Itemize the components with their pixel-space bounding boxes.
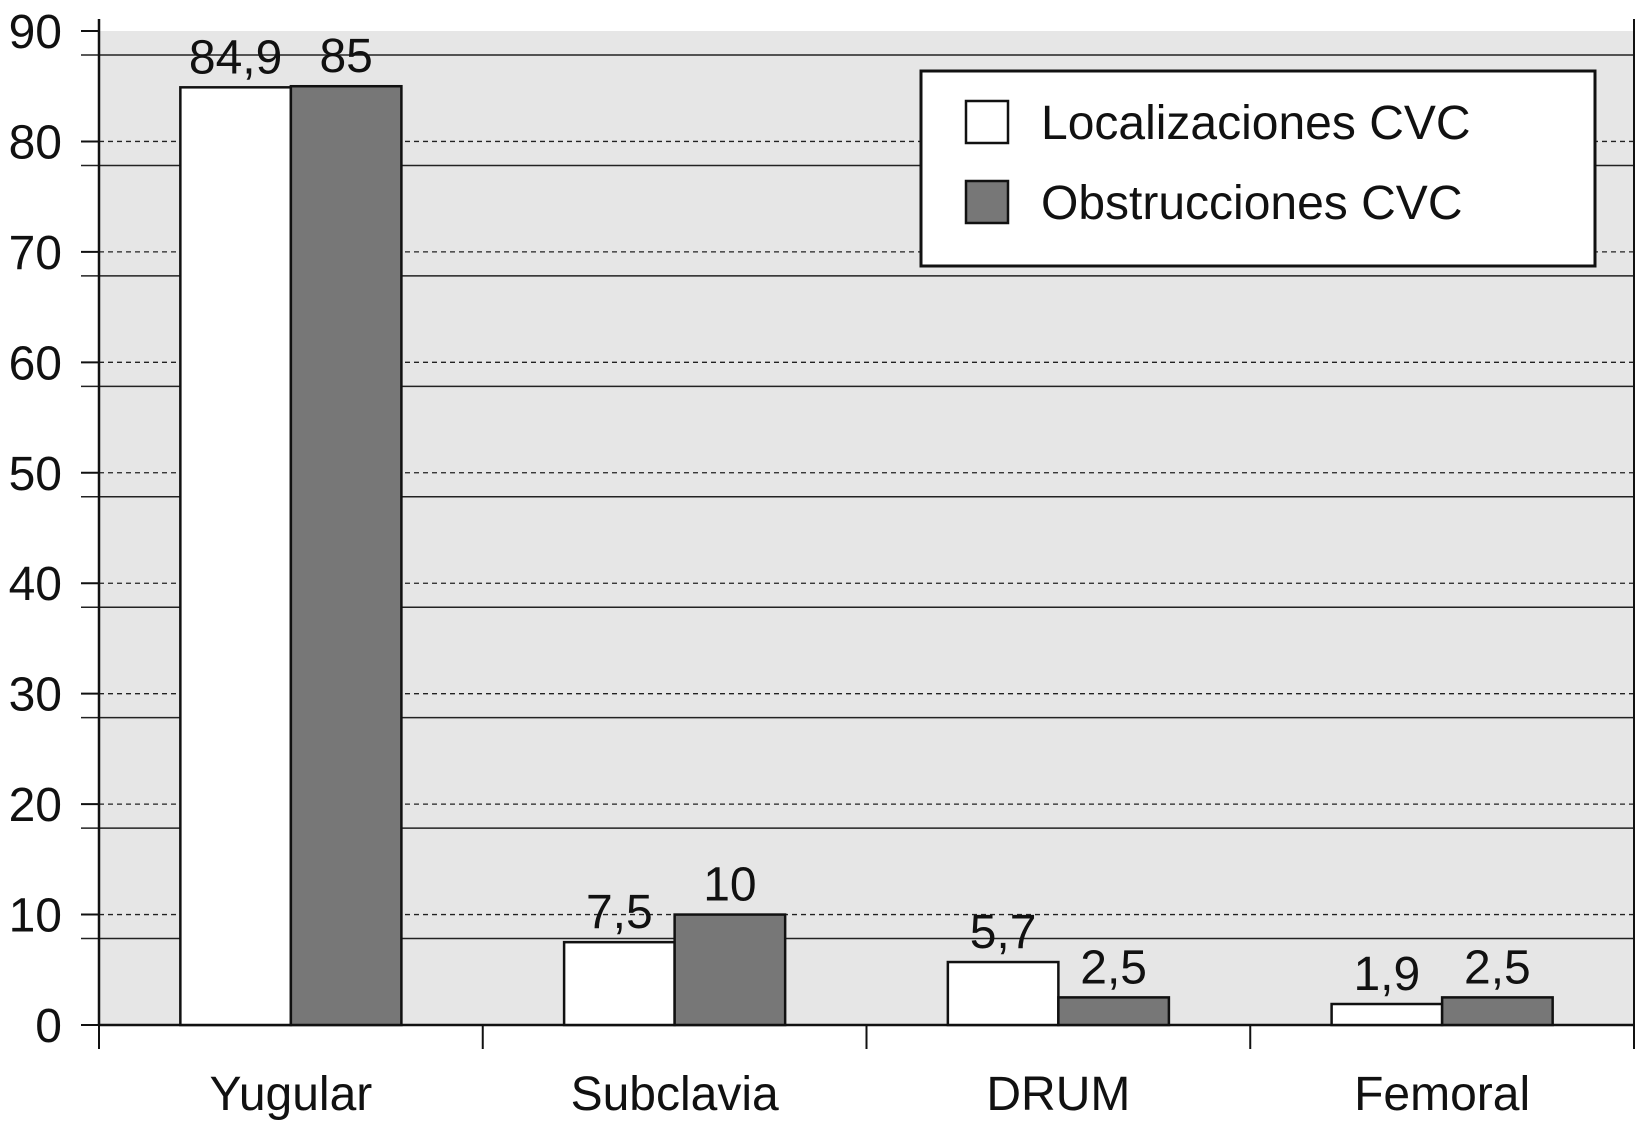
legend-swatch — [964, 179, 1010, 225]
y-tick-label: 50 — [9, 448, 62, 501]
legend-box — [919, 69, 1597, 268]
y-tick-label: 10 — [9, 890, 62, 943]
y-tick-label: 20 — [9, 779, 62, 832]
bar — [673, 913, 787, 1027]
y-tick-label: 70 — [9, 227, 62, 280]
bar — [1440, 996, 1554, 1027]
y-tick-label: 30 — [9, 669, 62, 722]
legend-label: Obstrucciones CVC — [1041, 177, 1462, 230]
value-label: 2,5 — [1080, 941, 1147, 994]
bar — [562, 940, 676, 1027]
bar — [289, 84, 403, 1027]
bar — [1057, 996, 1171, 1027]
value-label: 84,9 — [189, 31, 282, 84]
legend-swatch — [964, 99, 1010, 145]
x-tick-label: Subclavia — [571, 1068, 779, 1121]
x-tick-label: Femoral — [1354, 1068, 1530, 1121]
value-label: 5,7 — [970, 906, 1037, 959]
y-tick-label: 0 — [35, 1000, 62, 1053]
legend-label: Localizaciones CVC — [1041, 97, 1471, 150]
y-tick-label: 90 — [9, 6, 62, 59]
legend: Localizaciones CVC Obstrucciones CVC — [919, 69, 1597, 268]
x-tick-label: Yugular — [209, 1068, 372, 1121]
bar — [946, 960, 1060, 1027]
y-tick-label: 60 — [9, 337, 62, 390]
value-label: 10 — [703, 859, 756, 912]
bar — [179, 86, 293, 1027]
value-label: 7,5 — [586, 886, 653, 939]
value-label: 1,9 — [1353, 948, 1420, 1001]
x-tick-label: DRUM — [986, 1068, 1130, 1121]
value-label: 85 — [319, 30, 372, 83]
y-tick-label: 80 — [9, 116, 62, 169]
value-label: 2,5 — [1464, 941, 1531, 994]
y-tick-label: 40 — [9, 558, 62, 611]
bar — [1330, 1002, 1444, 1027]
